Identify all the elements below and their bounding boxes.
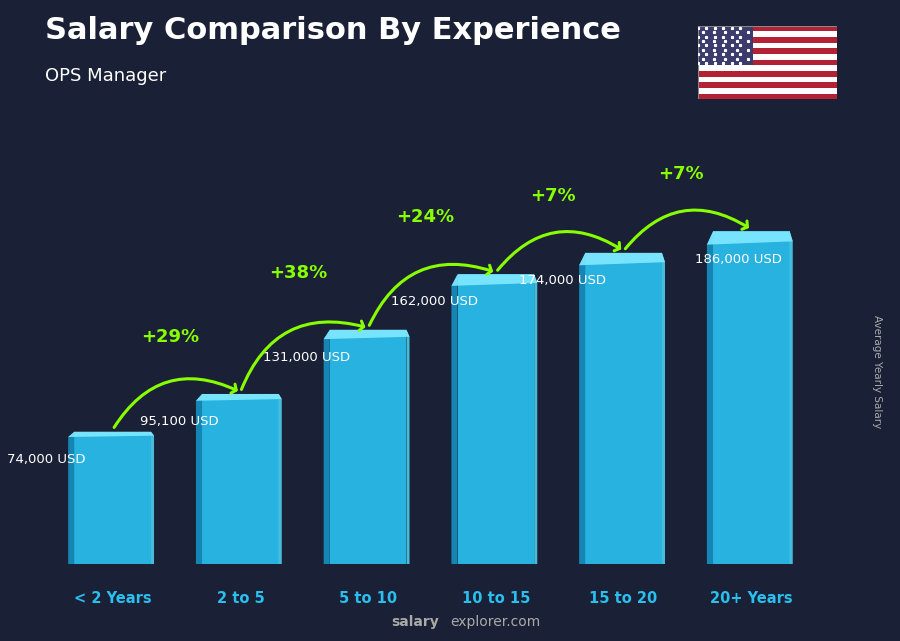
- Bar: [698, 26, 753, 65]
- Bar: [698, 71, 837, 77]
- Text: +7%: +7%: [658, 165, 704, 183]
- Text: < 2 Years: < 2 Years: [74, 591, 151, 606]
- Text: +7%: +7%: [530, 187, 576, 204]
- Text: +38%: +38%: [269, 263, 327, 281]
- Bar: [698, 77, 837, 82]
- Polygon shape: [196, 394, 282, 401]
- Polygon shape: [68, 431, 75, 564]
- Polygon shape: [706, 231, 793, 245]
- FancyBboxPatch shape: [202, 394, 279, 564]
- Text: OPS Manager: OPS Manager: [45, 67, 166, 85]
- Polygon shape: [706, 231, 713, 564]
- FancyBboxPatch shape: [585, 253, 662, 564]
- Text: Salary Comparison By Experience: Salary Comparison By Experience: [45, 16, 621, 45]
- Bar: [698, 60, 837, 65]
- Bar: [698, 37, 837, 43]
- Text: 5 to 10: 5 to 10: [339, 591, 397, 606]
- Text: +24%: +24%: [397, 208, 454, 226]
- Bar: [698, 48, 837, 54]
- Text: explorer.com: explorer.com: [450, 615, 540, 629]
- FancyBboxPatch shape: [713, 231, 789, 564]
- FancyBboxPatch shape: [457, 274, 535, 564]
- Bar: [698, 82, 837, 88]
- Bar: [698, 54, 837, 60]
- Text: 162,000 USD: 162,000 USD: [392, 296, 478, 308]
- Polygon shape: [279, 394, 282, 564]
- FancyBboxPatch shape: [329, 329, 407, 564]
- Text: 186,000 USD: 186,000 USD: [695, 253, 782, 265]
- Polygon shape: [452, 274, 537, 286]
- Text: +29%: +29%: [141, 328, 199, 346]
- Polygon shape: [196, 394, 202, 564]
- Polygon shape: [580, 253, 585, 564]
- Polygon shape: [151, 431, 154, 564]
- Text: 74,000 USD: 74,000 USD: [7, 453, 86, 466]
- Text: 2 to 5: 2 to 5: [217, 591, 265, 606]
- Text: salary: salary: [392, 615, 439, 629]
- Bar: [698, 43, 837, 48]
- Bar: [698, 94, 837, 99]
- Bar: [698, 26, 837, 31]
- Bar: [698, 65, 837, 71]
- FancyBboxPatch shape: [75, 431, 151, 564]
- Polygon shape: [324, 329, 410, 339]
- Text: 174,000 USD: 174,000 USD: [518, 274, 606, 287]
- Polygon shape: [580, 253, 665, 265]
- Text: Average Yearly Salary: Average Yearly Salary: [872, 315, 883, 428]
- Text: 95,100 USD: 95,100 USD: [140, 415, 219, 428]
- Bar: [698, 31, 837, 37]
- Text: 131,000 USD: 131,000 USD: [264, 351, 350, 364]
- Text: 15 to 20: 15 to 20: [590, 591, 658, 606]
- Polygon shape: [324, 329, 329, 564]
- Bar: [698, 88, 837, 94]
- Polygon shape: [535, 274, 537, 564]
- Polygon shape: [407, 329, 410, 564]
- Polygon shape: [452, 274, 457, 564]
- Polygon shape: [662, 253, 665, 564]
- Text: 20+ Years: 20+ Years: [710, 591, 793, 606]
- Text: 10 to 15: 10 to 15: [462, 591, 530, 606]
- Polygon shape: [68, 431, 154, 437]
- Polygon shape: [789, 231, 793, 564]
